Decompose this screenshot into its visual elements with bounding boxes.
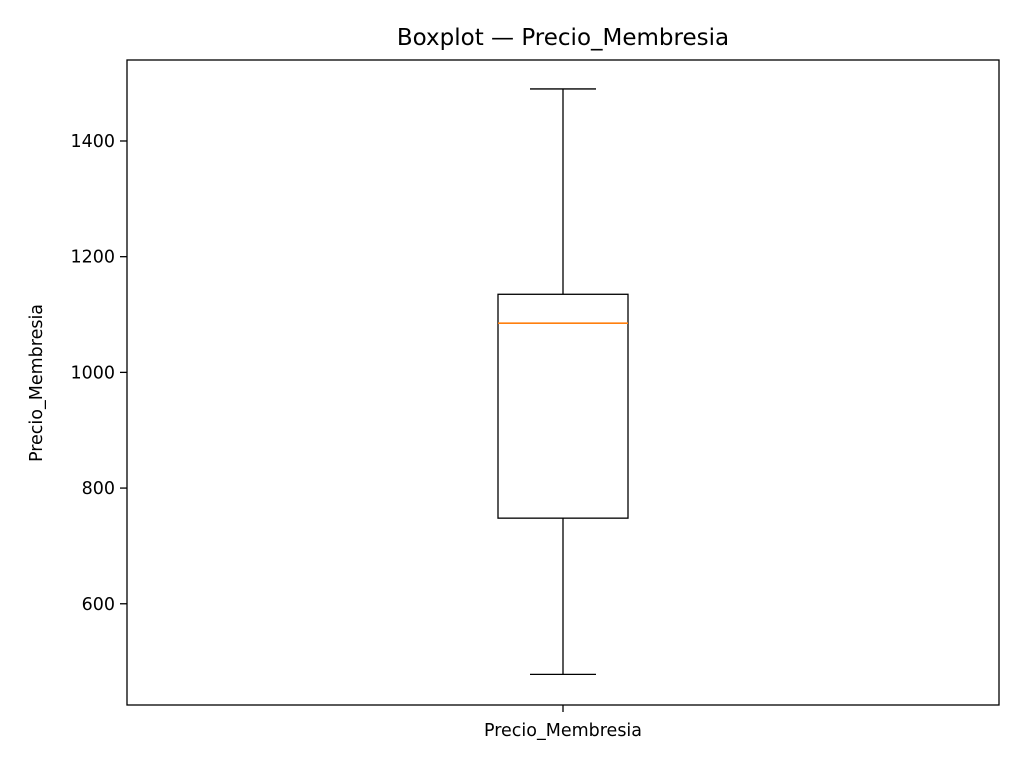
y-tick-label: 1400 — [70, 132, 115, 152]
chart-title: Boxplot — Precio_Membresia — [397, 25, 729, 51]
iqr-box — [497, 293, 629, 519]
x-tick-label: Precio_Membresia — [484, 721, 642, 741]
y-tick-label: 800 — [82, 479, 115, 499]
y-tick-label: 1200 — [70, 248, 115, 268]
x-axis-ticks: Precio_Membresia — [484, 705, 642, 741]
y-tick-label: 600 — [82, 595, 115, 615]
box-group — [497, 88, 629, 675]
y-tick-label: 1000 — [70, 363, 115, 383]
y-axis-ticks: 600 800 1000 1200 1400 — [70, 132, 127, 615]
y-axis-label: Precio_Membresia — [27, 304, 47, 462]
plot-area-frame — [126, 59, 1000, 706]
